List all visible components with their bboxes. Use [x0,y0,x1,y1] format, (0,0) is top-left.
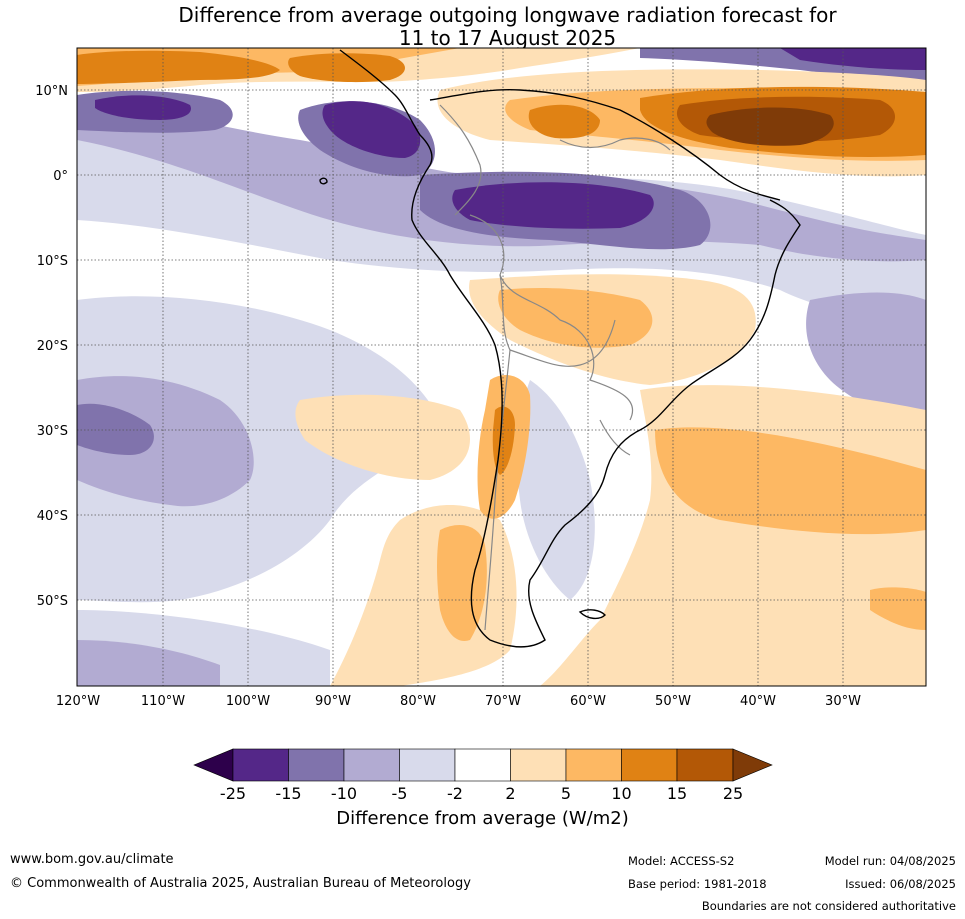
lon-label-50w: 50°W [655,694,691,709]
map-canvas: 10°N 0° 10°S 20°S 30°S 40°S 50°S 120°W 1… [35,47,927,709]
region-pos-guiana-strong [528,104,600,139]
colorbar-extend-low [193,748,234,782]
colorbar-seg-p5-p10 [565,748,622,782]
lat-label-0: 0° [53,169,68,184]
region-neg-east-pacific-lower [77,376,254,507]
cb-tick-n15: -15 [275,784,301,803]
lon-label-70w: 70°W [485,694,521,709]
colorbar: -25 -15 -10 -5 -2 2 5 10 15 25 [193,748,773,803]
lat-label-20s: 20°S [37,339,68,354]
border-chile-argentina [484,349,511,631]
lon-label-120w: 120°W [56,694,100,709]
coast-galapagos [319,177,328,185]
lon-label-40w: 40°W [740,694,776,709]
border-uruguay [599,419,631,456]
website-link[interactable]: www.bom.gov.au/climate [10,852,174,867]
coast-caribbean-north [429,88,781,201]
lat-label-30s: 30°S [37,424,68,439]
map-title: Difference from average outgoing longwav… [0,4,965,50]
base-period: Base period: 1981-2018 [628,877,767,891]
title-line-2: 11 to 17 August 2025 [398,26,617,50]
lon-label-60w: 60°W [570,694,606,709]
region-pos-southeast-pacific [295,394,470,480]
lat-label-10n: 10°N [35,84,68,99]
coast-south-america [411,164,801,648]
region-neg-pacific-10n-core [95,95,191,120]
region-neg-atlantic-east [806,292,926,420]
lat-label-40s: 40°S [37,509,68,524]
cb-tick-n10: -10 [331,784,357,803]
colorbar-segments [193,748,773,782]
colorbar-seg-n2-p2 [454,748,511,782]
cb-tick-n25: -25 [220,784,246,803]
region-neg-patagonia-inland [517,380,595,600]
anomaly-field [77,48,926,686]
region-pos-patagonia-andes [437,525,487,641]
colorbar-seg-n5-n2 [399,748,456,782]
boundary-disclaimer: Boundaries are not considered authoritat… [701,899,956,913]
border-guianas [559,137,671,151]
cb-tick-p5: 5 [561,784,571,803]
colorbar-seg-p15-p25 [676,748,734,782]
border-brazil-west [469,214,634,421]
coastline [319,49,801,648]
border-peru-bolivia [499,274,511,351]
issued-date: Issued: 06/08/2025 [845,877,956,891]
region-pos-south-atlantic-mid [655,427,926,535]
lon-label-100w: 100°W [226,694,270,709]
colorbar-seg-n10-n5 [343,748,400,782]
region-pos-central-america-strong [288,53,405,83]
region-pos-brazil-central-mid [498,288,653,348]
colorbar-seg-p10-p15 [621,748,678,782]
border-bolivia-south [509,319,616,367]
region-neg-caribbean-top-core [780,48,926,70]
longitude-labels: 120°W 110°W 100°W 90°W 80°W 70°W 60°W 50… [56,694,861,709]
lon-label-110w: 110°W [141,694,185,709]
lon-label-80w: 80°W [400,694,436,709]
title-line-1: Difference from average outgoing longwav… [178,3,837,27]
region-neg-south-pacific-bottom-core [77,640,220,686]
cb-tick-p2: 2 [505,784,515,803]
copyright-text: © Commonwealth of Australia 2025, Austra… [10,876,471,891]
border-colombia-venezuela [439,104,482,216]
lon-label-90w: 90°W [315,694,351,709]
model-name: Model: ACCESS-S2 [628,854,735,868]
coast-central-america [339,49,433,166]
map-frame [76,47,927,687]
cb-tick-p15: 15 [667,784,687,803]
region-neg-colombia-core [322,101,421,158]
model-run-date: Model run: 04/08/2025 [824,854,956,868]
country-borders [439,104,671,631]
region-neg-east-pacific-core [77,403,154,455]
region-pos-atlantic-core [706,107,834,146]
cb-tick-n5: -5 [392,784,408,803]
colorbar-extend-high [732,748,773,782]
region-neg-west-pacific-large [77,296,440,603]
colorbar-seg-n25-n15 [232,748,289,782]
cb-tick-p25: 25 [723,784,743,803]
region-pos-south-atlantic-east-mid [870,587,926,630]
lon-label-30w: 30°W [825,694,861,709]
lat-label-50s: 50°S [37,594,68,609]
region-pos-top-band-strong [77,50,280,84]
colorbar-seg-n15-n10 [288,748,345,782]
latitude-labels: 10°N 0° 10°S 20°S 30°S 40°S 50°S [35,84,68,609]
cb-tick-p10: 10 [611,784,631,803]
colorbar-label: Difference from average (W/m2) [336,808,629,829]
lat-label-10s: 10°S [37,254,68,269]
colorbar-ticks: -25 -15 -10 -5 -2 2 5 10 15 25 [220,784,743,803]
cb-tick-n2: -2 [447,784,463,803]
coast-falklands [578,609,606,620]
colorbar-seg-p2-p5 [510,748,567,782]
